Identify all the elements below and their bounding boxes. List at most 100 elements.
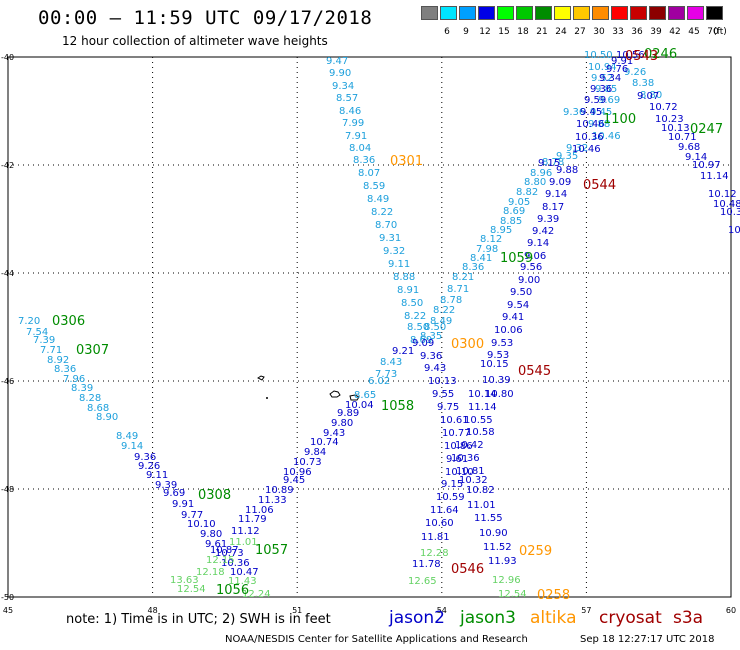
swh-value: 9.09 (549, 177, 571, 188)
swh-value: 8.36 (462, 262, 484, 273)
swh-value: 9.88 (588, 119, 610, 130)
swh-value: 12.65 (408, 576, 437, 587)
swh-value: 8.46 (339, 106, 361, 117)
lat-tick-label: -46 (1, 377, 14, 386)
swh-value: 7.73 (375, 369, 397, 380)
swh-value: 9.80 (200, 529, 222, 540)
swh-value: 12.28 (420, 548, 449, 559)
swh-value: 10.14 (468, 389, 497, 400)
legend-swatch (478, 6, 495, 20)
swh-value: 8.59 (363, 181, 385, 192)
swh-value: 9.36 (563, 107, 585, 118)
legend-swatch (535, 6, 552, 20)
swh-value: 8.96 (530, 168, 552, 179)
legend-label: 70 (707, 27, 719, 37)
swh-value: 9.43 (424, 363, 446, 374)
swh-value: 7.20 (18, 316, 40, 327)
swh-value: 9.00 (518, 275, 540, 286)
swh-value: 9.55 (432, 389, 454, 400)
legend-swatch (497, 6, 514, 20)
swh-value: 11.55 (474, 513, 503, 524)
lat-tick-label: -44 (1, 269, 14, 278)
swh-value: 11.01 (467, 500, 496, 511)
swh-value: 8.04 (349, 143, 371, 154)
legend-label: 6 (444, 27, 450, 37)
pass-time-label: 0543 (625, 49, 658, 64)
swh-value: 10.10 (445, 467, 474, 478)
swh-value: 9.11 (388, 259, 410, 270)
pass-time-label: 1058 (381, 399, 414, 414)
legend-label: 21 (536, 27, 548, 37)
swh-value: 9.52 (591, 73, 613, 84)
swh-value: 10.47 (230, 567, 259, 578)
swh-value: 8.49 (430, 316, 452, 327)
swh-value: 9.21 (392, 346, 414, 357)
swh-value: 8.17 (542, 202, 564, 213)
pass-time-label: 0247 (690, 122, 723, 137)
swh-value: 9.34 (332, 81, 354, 92)
map-title: 00:00 — 11:59 UTC 09/17/2018 (38, 7, 373, 29)
legend-label: 45 (688, 27, 700, 37)
lon-tick-label: 57 (581, 606, 591, 615)
legend-label: 30 (593, 27, 605, 37)
swh-value: 8.70 (375, 220, 397, 231)
swh-value: 10.46 (576, 119, 605, 130)
swh-value: 8.65 (354, 390, 376, 401)
swh-value: 10.89 (265, 485, 294, 496)
legend-label: 24 (555, 27, 567, 37)
swh-value: 9.69 (598, 95, 620, 106)
swh-value: 12.54 (498, 589, 527, 600)
axis-tick-labels: 45 48 51 54 57 60 -40 -42 -44 -46 -48 -50 (1, 53, 736, 615)
swh-value: 9.14 (545, 189, 567, 200)
swh-value: 10.55 (464, 415, 493, 426)
swh-value: 8.80 (640, 90, 662, 101)
swh-value: 10.12 (708, 189, 737, 200)
lon-tick-label: 45 (3, 606, 13, 615)
swh-value: 10.36 (575, 132, 604, 143)
swh-value: 12.54 (177, 584, 206, 595)
swh-value: 10.32 (459, 475, 488, 486)
pass-time-label: 0544 (583, 178, 616, 193)
swh-value: 8.36 (353, 155, 375, 166)
swh-value: 10.86 (444, 441, 473, 452)
swh-value: 11.33 (258, 495, 287, 506)
map-frame (7, 56, 732, 598)
swh-value: 9.59 (584, 95, 606, 106)
pass-time-label: 1100 (603, 112, 636, 127)
swh-value: 9.61 (446, 454, 468, 465)
swh-value: 8.91 (397, 285, 419, 296)
swh-value: 9.07 (637, 91, 659, 102)
swh-value: 11.01 (229, 537, 258, 548)
credit-line: NOAA/NESDIS Center for Satellite Applica… (225, 634, 528, 645)
swh-value: 8.36 (54, 364, 76, 375)
swh-value: 9.76 (606, 64, 628, 75)
swh-tracks: 9.479.909.348.578.467.997.918.048.368.07… (18, 50, 740, 600)
swh-value: 8.57 (336, 93, 358, 104)
lat-lon-grid (7, 56, 732, 598)
swh-value: 9.15 (538, 158, 560, 169)
pass-time-label: 0259 (519, 544, 552, 559)
swh-value: 10.97 (692, 160, 721, 171)
swh-value: 8.22 (433, 305, 455, 316)
legend-swatch (554, 6, 571, 20)
swh-value: 9.11 (146, 470, 168, 481)
swh-value: 9.14 (685, 152, 707, 163)
swh-value: 9.42 (532, 226, 554, 237)
pass-time-label: 0306 (52, 314, 85, 329)
island-outline (266, 397, 268, 399)
swh-value: 8.50 (424, 322, 446, 333)
legend-swatch (592, 6, 609, 20)
swh-value: 11.81 (421, 532, 450, 543)
swh-value: 10.48 (713, 199, 740, 210)
swh-value: 11.43 (228, 576, 257, 587)
swh-value: 8.21 (452, 272, 474, 283)
map-subtitle: 12 hour collection of altimeter wave hei… (62, 34, 328, 48)
swh-value: 8.28 (79, 393, 101, 404)
swh-value: 9.26 (138, 461, 160, 472)
swh-value: 9.53 (491, 338, 513, 349)
swh-value: 8.78 (440, 295, 462, 306)
swh-value: 8.43 (380, 357, 402, 368)
legend-swatch (459, 6, 476, 20)
swh-value: 9.43 (323, 428, 345, 439)
